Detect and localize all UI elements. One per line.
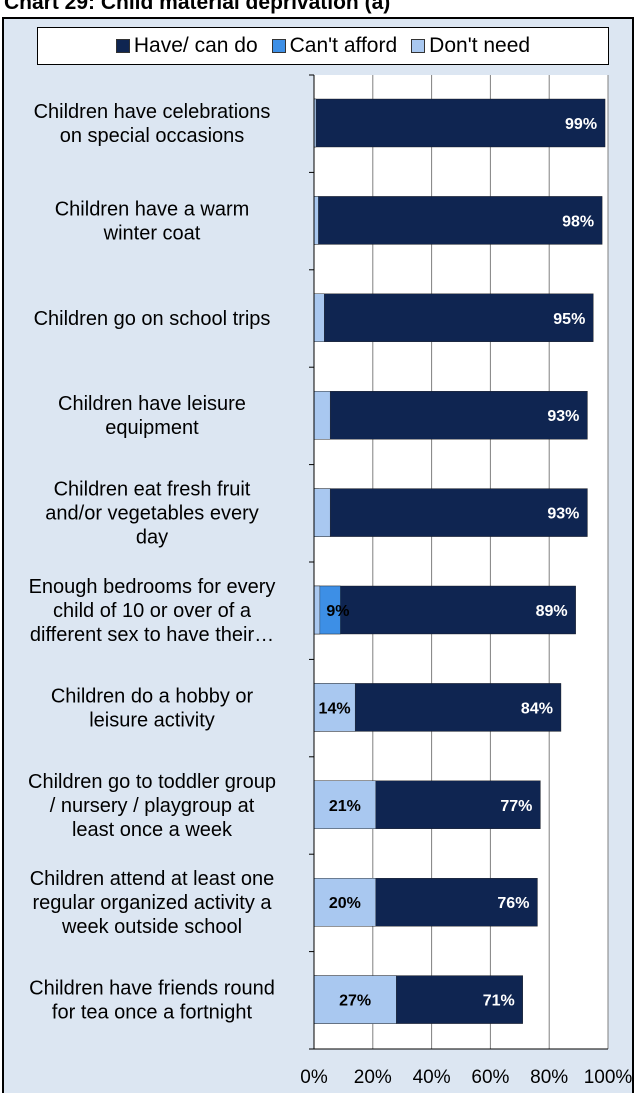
x-tick-label: 20% [354, 1067, 392, 1088]
x-tick-label: 60% [471, 1067, 509, 1088]
legend-swatch-cant-afford [271, 39, 286, 53]
data-label: 9% [326, 603, 349, 620]
category-label: Children eat fresh fruit [54, 479, 251, 501]
bar-dontneed [313, 391, 331, 440]
category-label: / nursery / playgroup at [50, 795, 255, 817]
data-label: 84% [521, 700, 553, 717]
data-label: 98% [562, 213, 594, 230]
data-label: 76% [497, 895, 529, 912]
category-label: Children go to toddler group [28, 771, 276, 793]
bar-dontneed [313, 488, 331, 537]
data-label: 89% [536, 603, 568, 620]
category-label: leisure activity [89, 709, 215, 731]
bar-havecando [313, 585, 576, 635]
bar-havecando [313, 391, 588, 440]
category-label: regular organized activity a [32, 892, 272, 914]
bar-dontneed [313, 585, 321, 635]
legend-label-dont-need: Don't need [429, 34, 531, 57]
category-label: Children have leisure [58, 393, 246, 415]
data-label: 99% [565, 116, 597, 133]
legend-label-have: Have/ can do [133, 34, 258, 57]
data-label: 20% [329, 895, 361, 912]
data-label: 93% [547, 506, 579, 523]
category-label: on special occasions [60, 125, 245, 147]
legend-swatch-dont-need [411, 39, 426, 53]
category-label: day [136, 527, 168, 549]
category-label: Children do a hobby or [51, 685, 254, 707]
category-label: Enough bedrooms for every [29, 576, 276, 598]
data-label: 77% [500, 798, 532, 815]
bar-havecando [313, 488, 588, 537]
legend-item-dont-need: Don't need [411, 34, 530, 58]
bar-dontneed [313, 683, 356, 732]
category-label: Children go on school trips [34, 308, 271, 330]
data-label: 21% [329, 798, 361, 815]
data-label: 95% [553, 311, 585, 328]
bar-dontneed [313, 293, 325, 342]
bar-havecando [313, 98, 606, 148]
x-tick-label: 40% [413, 1067, 451, 1088]
category-label: Children have a warm [55, 198, 250, 220]
bar-havecando [313, 293, 594, 342]
category-label: Children attend at least one [30, 868, 275, 890]
bar-havecando [313, 196, 603, 245]
legend-label-cant-afford: Can't afford [289, 34, 398, 57]
category-label: for tea once a fortnight [52, 1002, 253, 1024]
category-label: week outside school [61, 916, 242, 938]
x-tick-label: 100% [584, 1067, 633, 1088]
x-tick-label: 80% [530, 1067, 568, 1088]
data-label: 14% [319, 700, 351, 717]
chart-legend: Have/ can do Can't afford Don't need [37, 27, 609, 65]
category-label: Children have friends round [29, 978, 275, 1000]
category-label: different sex to have their… [30, 624, 274, 646]
bar-dontneed [313, 780, 376, 829]
chart-title: Chart 29: Child material deprivation (a) [4, 0, 391, 14]
data-label: 71% [483, 993, 515, 1010]
legend-swatch-have [115, 39, 130, 53]
category-label: child of 10 or over of a [53, 600, 252, 622]
data-label: 27% [339, 993, 371, 1010]
bar-dontneed [313, 878, 376, 927]
legend-item-cant-afford: Can't afford [271, 34, 398, 58]
category-label: least once a week [72, 819, 233, 841]
bar-dontneed [313, 196, 319, 245]
x-tick-label: 0% [300, 1067, 328, 1088]
category-label: and/or vegetables every [45, 503, 258, 525]
category-label: equipment [105, 417, 199, 439]
category-label: Children have celebrations [34, 101, 271, 123]
legend-item-have: Have/ can do [115, 34, 258, 58]
data-label: 93% [547, 408, 579, 425]
category-label: winter coat [103, 222, 201, 244]
